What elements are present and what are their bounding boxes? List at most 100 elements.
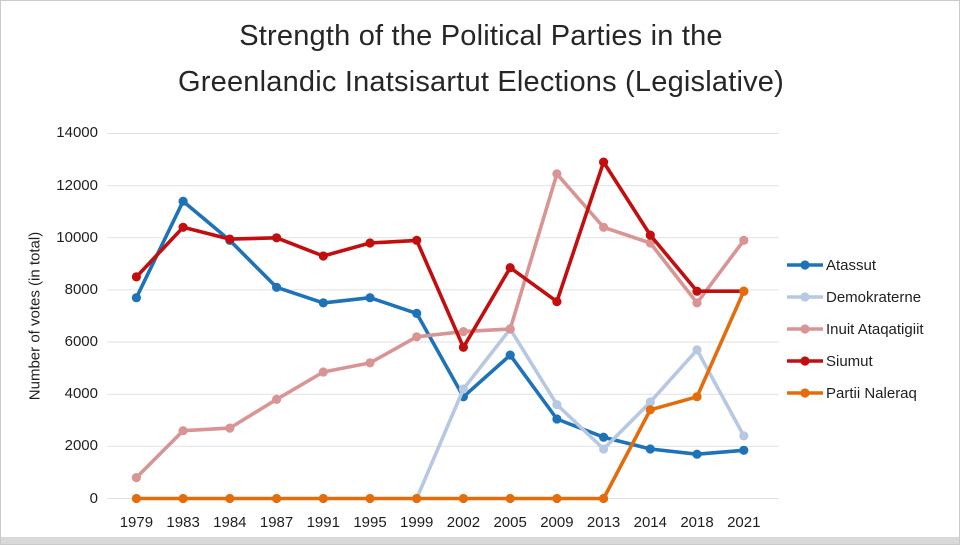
series-siumut	[131, 157, 749, 352]
legend-label: Inuit Ataqatigiit	[826, 320, 924, 338]
data-point	[458, 493, 468, 504]
legend-item-siumut: Siumut	[787, 345, 924, 377]
data-point	[458, 327, 468, 337]
series-partii-naleraq	[131, 286, 749, 504]
y-tick-label: 0	[89, 489, 98, 507]
x-tick-label: 1999	[400, 514, 434, 531]
legend-label: Siumut	[826, 352, 873, 370]
series-inuit-ataqatigiit	[131, 169, 749, 483]
x-tick-label: 1984	[213, 514, 247, 531]
data-point	[552, 493, 562, 504]
x-tick-label: 2013	[586, 514, 621, 531]
data-point	[131, 473, 141, 483]
chart-title: Strength of the Political Parties in the…	[1, 13, 960, 105]
data-point	[739, 445, 749, 455]
data-point	[412, 235, 422, 245]
data-point	[412, 308, 422, 318]
legend-item-inuit-ataqatigiit: Inuit Ataqatigiit	[787, 313, 924, 345]
legend-marker-icon	[787, 260, 823, 270]
chart-title-line-1: Strength of the Political Parties in the	[239, 20, 723, 52]
x-tick-label: 2014	[633, 514, 667, 531]
x-tick-label: 2005	[493, 514, 527, 531]
legend: Atassut Demokraterne Inuit Ataqatigiit Sium…	[787, 249, 924, 409]
data-point	[599, 493, 609, 504]
chart-title-line-2: Greenlandic Inatsisartut Elections (Legi…	[178, 66, 784, 98]
data-point	[645, 444, 655, 454]
data-point	[131, 493, 141, 504]
legend-item-atassut: Atassut	[787, 249, 924, 281]
data-point	[692, 345, 702, 355]
data-point	[178, 493, 188, 504]
data-point	[412, 332, 422, 342]
data-point	[505, 493, 515, 504]
y-tick-label: 8000	[64, 280, 98, 298]
x-tick-label: 1995	[353, 514, 387, 531]
y-tick-label: 12000	[56, 176, 98, 194]
data-point	[272, 233, 282, 243]
data-point	[318, 367, 328, 377]
data-point	[739, 286, 749, 296]
data-point	[505, 350, 515, 360]
data-point	[131, 272, 141, 282]
legend-label: Partii Naleraq	[826, 384, 917, 402]
data-point	[552, 400, 562, 410]
data-point	[318, 298, 328, 308]
data-point	[552, 169, 562, 179]
series-atassut	[131, 196, 749, 459]
data-point	[599, 432, 609, 442]
data-point	[225, 423, 235, 433]
x-tick-label: 1987	[259, 514, 294, 531]
data-point	[365, 358, 375, 368]
x-tick-label: 1983	[166, 514, 200, 531]
data-point	[225, 493, 235, 504]
x-tick-label: 2021	[727, 514, 761, 531]
y-tick-label: 4000	[64, 385, 98, 403]
y-tick-label: 14000	[56, 124, 98, 142]
data-point	[272, 282, 282, 292]
data-point	[692, 392, 702, 402]
legend-marker-icon	[787, 292, 823, 302]
data-point	[599, 222, 609, 232]
data-point	[365, 293, 375, 303]
data-point	[739, 235, 749, 245]
data-point	[272, 394, 282, 404]
x-tick-label: 2018	[680, 514, 714, 531]
data-point	[318, 493, 328, 504]
data-point	[458, 342, 468, 352]
data-point	[178, 196, 188, 206]
y-tick-label: 6000	[64, 333, 98, 351]
data-point	[645, 238, 655, 248]
data-point	[178, 426, 188, 436]
data-point	[225, 234, 235, 244]
data-point	[645, 397, 655, 407]
data-point	[739, 431, 749, 441]
data-point	[365, 493, 375, 504]
legend-marker-icon	[787, 388, 823, 398]
data-point	[365, 238, 375, 248]
data-point	[131, 293, 141, 303]
legend-marker-icon	[787, 324, 823, 334]
y-tick-label: 2000	[64, 437, 98, 455]
legend-label: Demokraterne	[826, 288, 922, 306]
gridlines	[107, 132, 779, 499]
x-tick-label: 2002	[446, 514, 481, 531]
legend-label: Atassut	[826, 256, 877, 274]
data-point	[645, 405, 655, 415]
data-point	[412, 493, 422, 504]
data-point	[552, 414, 562, 424]
bottom-border	[1, 537, 959, 544]
data-point	[505, 324, 515, 334]
data-point	[692, 449, 702, 459]
x-tick-label: 1979	[119, 514, 154, 531]
data-point	[505, 263, 515, 273]
data-point	[599, 444, 609, 454]
data-point	[599, 157, 609, 167]
legend-marker-icon	[787, 356, 823, 366]
data-point	[458, 384, 468, 394]
x-tick-label: 1991	[306, 514, 340, 531]
data-point	[692, 298, 702, 308]
legend-item-partii-naleraq: Partii Naleraq	[787, 377, 924, 409]
x-tick-label: 2009	[540, 514, 574, 531]
data-point	[272, 493, 282, 504]
